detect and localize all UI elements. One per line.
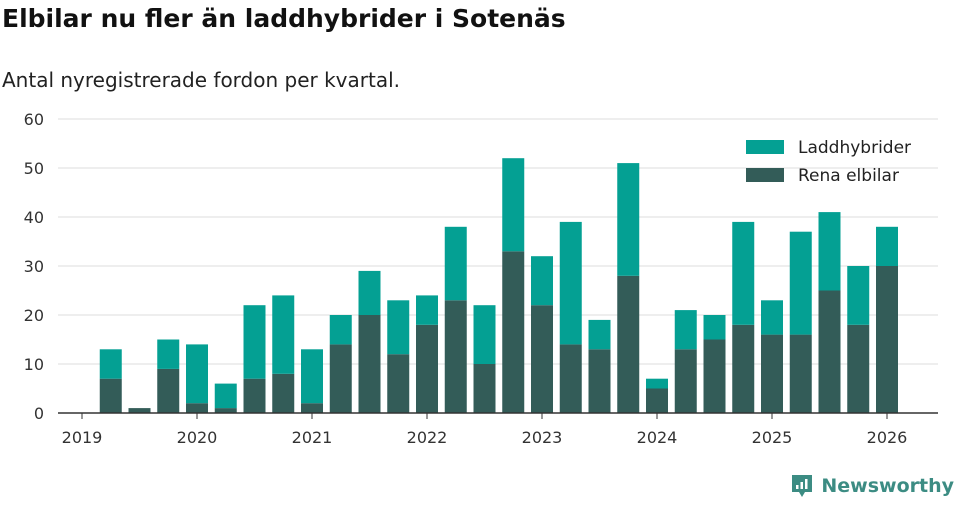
bar-laddhybrider bbox=[732, 221, 755, 325]
bar-rena-elbilar bbox=[416, 324, 438, 413]
bar-rena-elbilar bbox=[617, 275, 640, 413]
bar-laddhybrider bbox=[416, 295, 438, 325]
bar-rena-elbilar bbox=[186, 403, 208, 413]
bar-rena-elbilar bbox=[214, 408, 237, 413]
bar-rena-elbilar bbox=[674, 349, 697, 413]
bar-laddhybrider bbox=[301, 349, 323, 404]
bars bbox=[99, 158, 898, 413]
bar-rena-elbilar bbox=[387, 354, 410, 413]
bar-rena-elbilar bbox=[646, 388, 668, 413]
x-tick-label: 2026 bbox=[867, 428, 908, 447]
bar-rena-elbilar bbox=[502, 251, 525, 413]
bar-rena-elbilar bbox=[358, 315, 381, 413]
legend-label: Rena elbilar bbox=[798, 166, 899, 186]
newsworthy-logo-icon bbox=[792, 475, 813, 497]
y-tick-label: 40 bbox=[24, 208, 44, 227]
y-tick-label: 60 bbox=[24, 110, 44, 129]
chart-title: Elbilar nu fler än laddhybrider i Sotenä… bbox=[2, 4, 566, 33]
bar-laddhybrider bbox=[818, 212, 841, 291]
legend-label: Laddhybrider bbox=[798, 138, 911, 158]
bar-laddhybrider bbox=[789, 231, 812, 335]
bar-laddhybrider bbox=[502, 158, 525, 252]
y-tick-label: 0 bbox=[34, 404, 44, 423]
y-tick-label: 10 bbox=[24, 355, 44, 374]
bar-rena-elbilar bbox=[272, 373, 295, 413]
bar-rena-elbilar bbox=[789, 334, 812, 413]
bar-laddhybrider bbox=[473, 305, 496, 364]
y-tick-label: 50 bbox=[24, 159, 44, 178]
bar-rena-elbilar bbox=[243, 378, 266, 413]
chart-subtitle: Antal nyregistrerade fordon per kvartal. bbox=[2, 68, 401, 92]
bar-laddhybrider bbox=[329, 315, 352, 345]
bar-rena-elbilar bbox=[157, 368, 180, 413]
y-tick-label: 30 bbox=[24, 257, 44, 276]
brand-name: Newsworthy bbox=[821, 475, 954, 497]
x-tick-label: 2019 bbox=[62, 428, 103, 447]
bar-rena-elbilar bbox=[301, 403, 323, 413]
bar-rena-elbilar bbox=[761, 334, 783, 413]
bar-laddhybrider bbox=[157, 339, 180, 369]
x-tick-label: 2025 bbox=[752, 428, 793, 447]
x-tick-label: 2021 bbox=[292, 428, 333, 447]
bar-laddhybrider bbox=[214, 383, 237, 409]
bar-rena-elbilar bbox=[329, 344, 352, 413]
bar-rena-elbilar bbox=[876, 266, 898, 413]
legend: Laddhybrider Rena elbilar bbox=[746, 138, 911, 186]
legend-swatch bbox=[746, 140, 784, 154]
bar-rena-elbilar bbox=[732, 324, 755, 413]
bar-laddhybrider bbox=[703, 315, 726, 340]
bar-rena-elbilar bbox=[818, 290, 841, 413]
bar-rena-elbilar bbox=[99, 378, 122, 413]
bar-laddhybrider bbox=[847, 266, 870, 325]
bar-laddhybrider bbox=[186, 344, 208, 404]
bar-rena-elbilar bbox=[444, 300, 467, 413]
newsworthy-logo: Newsworthy bbox=[789, 473, 954, 499]
legend-swatch bbox=[746, 168, 784, 182]
bar-laddhybrider bbox=[761, 300, 783, 335]
y-tick-label: 20 bbox=[24, 306, 44, 325]
x-tick-label: 2020 bbox=[177, 428, 218, 447]
x-tick-label: 2024 bbox=[637, 428, 678, 447]
bar-rena-elbilar bbox=[703, 339, 726, 413]
bar-laddhybrider bbox=[646, 378, 668, 389]
bar-laddhybrider bbox=[674, 310, 697, 350]
x-tick-label: 2022 bbox=[407, 428, 448, 447]
bar-laddhybrider bbox=[358, 270, 381, 315]
bar-rena-elbilar bbox=[588, 349, 611, 413]
bar-laddhybrider bbox=[99, 349, 122, 379]
bar-laddhybrider bbox=[617, 163, 640, 276]
bar-laddhybrider bbox=[444, 226, 467, 301]
bar-laddhybrider bbox=[387, 300, 410, 355]
x-tick-label: 2023 bbox=[522, 428, 563, 447]
bar-laddhybrider bbox=[876, 226, 898, 266]
bar-rena-elbilar bbox=[531, 305, 553, 413]
bar-rena-elbilar bbox=[847, 324, 870, 413]
bar-rena-elbilar bbox=[559, 344, 582, 413]
bar-laddhybrider bbox=[531, 256, 553, 306]
bar-rena-elbilar bbox=[473, 364, 496, 413]
bar-laddhybrider bbox=[243, 305, 266, 379]
axes: 0 10 20 30 40 50 60 2019 2020 2021 2022 2023 2024 202… bbox=[24, 110, 938, 447]
bar-laddhybrider bbox=[559, 221, 582, 345]
bar-laddhybrider bbox=[272, 295, 295, 374]
bar-rena-elbilar bbox=[128, 408, 151, 413]
bar-laddhybrider bbox=[588, 319, 611, 350]
